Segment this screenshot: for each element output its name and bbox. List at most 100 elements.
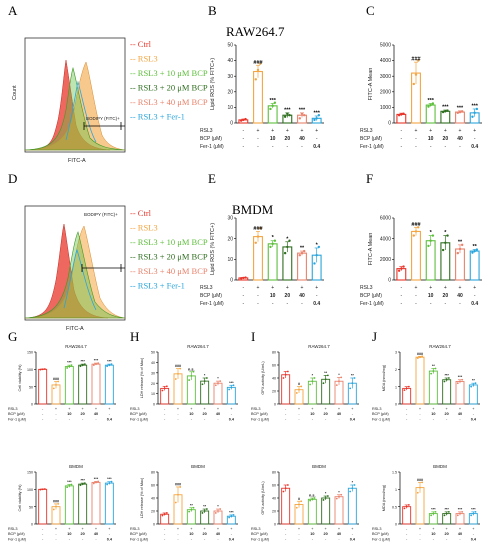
data-point [311, 380, 314, 383]
bar [64, 485, 74, 525]
chart-i2: BMDM 0 20 40 60 80 GPX activity (U/mL) # n.s. * * *… [251, 464, 359, 541]
data-point [349, 490, 352, 493]
table-cell: + [286, 128, 289, 134]
table-cell: + [419, 527, 422, 531]
table-cell: - [242, 293, 244, 299]
y-tick-label: 20 [272, 510, 276, 514]
table-cell: 20 [81, 412, 85, 416]
table-cell: 10 [310, 412, 314, 416]
panel-letter-i: I [251, 329, 255, 344]
data-point [190, 375, 193, 377]
table-cell: 10 [270, 293, 276, 299]
table-cell: - [217, 417, 219, 421]
table-cell: + [298, 527, 301, 531]
data-point [441, 248, 445, 252]
table-cell: + [311, 527, 314, 531]
y-tick-label: 20 [272, 390, 276, 394]
data-point [303, 114, 306, 117]
data-point [39, 368, 42, 371]
data-point [282, 490, 285, 493]
data-point [242, 276, 245, 280]
data-point [288, 114, 291, 117]
data-point [300, 251, 304, 255]
flow-histogram-d: BODIPY (FITC)+ FITC-A [24, 205, 126, 332]
data-point [461, 378, 464, 381]
y-tick-label: 0 [31, 523, 33, 527]
table-cell: + [298, 407, 301, 411]
data-point [427, 244, 430, 248]
data-point [474, 382, 477, 385]
data-point [446, 234, 449, 237]
table-cell: - [400, 301, 402, 307]
significance-mark: ### [253, 60, 262, 66]
table-cell: - [164, 532, 166, 536]
significance-mark: *** [442, 105, 449, 111]
y-tick-label: 0 [395, 403, 397, 407]
table-cell: 40 [458, 532, 462, 536]
data-point [83, 482, 86, 484]
data-point [443, 514, 446, 517]
table-row-label: RSL3 [360, 128, 373, 134]
y-tick-label: 60 [272, 484, 276, 488]
significance-mark: * [325, 492, 327, 496]
table-cell: - [231, 532, 233, 536]
data-point [429, 239, 432, 242]
data-point [322, 499, 325, 501]
significance-mark: *** [269, 98, 276, 104]
table-cell: - [164, 412, 166, 416]
data-point [414, 230, 418, 233]
bar [442, 379, 452, 405]
data-point [259, 62, 262, 65]
data-point [286, 370, 289, 373]
data-point [70, 364, 73, 367]
table-cell: + [257, 285, 260, 291]
significance-mark: ** [190, 503, 193, 507]
table-cell: - [419, 412, 421, 416]
data-point [161, 514, 164, 517]
y-tick-label: 40 [272, 377, 276, 381]
data-point [52, 387, 55, 390]
data-point [416, 491, 419, 494]
y-tick-label: 20 [151, 510, 155, 514]
table-cell: 40 [457, 136, 463, 142]
data-point [335, 384, 338, 387]
table-cell: - [419, 537, 421, 541]
table-row-label: RSL3 [372, 527, 382, 531]
data-point [108, 364, 111, 367]
table-cell: + [338, 527, 341, 531]
table-cell: - [352, 532, 354, 536]
table-cell: - [298, 532, 300, 536]
data-point [461, 510, 464, 513]
data-point [335, 497, 338, 500]
y-tick-label: 30 [227, 216, 233, 222]
table-cell: - [406, 527, 408, 531]
chart-title: RAW264.7 [429, 344, 451, 349]
table-row-label: Fer-1 (μM) [200, 144, 224, 150]
table-cell: + [415, 128, 418, 134]
data-point [402, 265, 405, 268]
table-cell: - [42, 417, 44, 421]
table-cell: - [109, 412, 111, 416]
data-point [432, 512, 435, 515]
data-point [295, 506, 298, 509]
bar [425, 104, 436, 124]
table-cell: - [415, 293, 417, 299]
table-row-label: BCP (μM) [372, 532, 389, 536]
data-point [421, 481, 424, 484]
legend-entry: -- RSL3 + Fer-1 [130, 112, 185, 122]
significance-mark: *** [107, 360, 112, 364]
data-point [444, 241, 447, 244]
significance-mark: * [204, 374, 206, 378]
y-axis-label: GPX activity (U/mL) [261, 481, 265, 515]
bar [104, 482, 114, 525]
data-point [239, 119, 243, 122]
table-cell: 40 [299, 136, 305, 142]
table-row-label: Fer-1 (μM) [8, 537, 27, 541]
data-point [81, 364, 84, 367]
panel-letter-c: C [366, 3, 375, 18]
table-cell: - [242, 144, 244, 150]
data-point [431, 102, 435, 105]
data-point [351, 382, 354, 385]
